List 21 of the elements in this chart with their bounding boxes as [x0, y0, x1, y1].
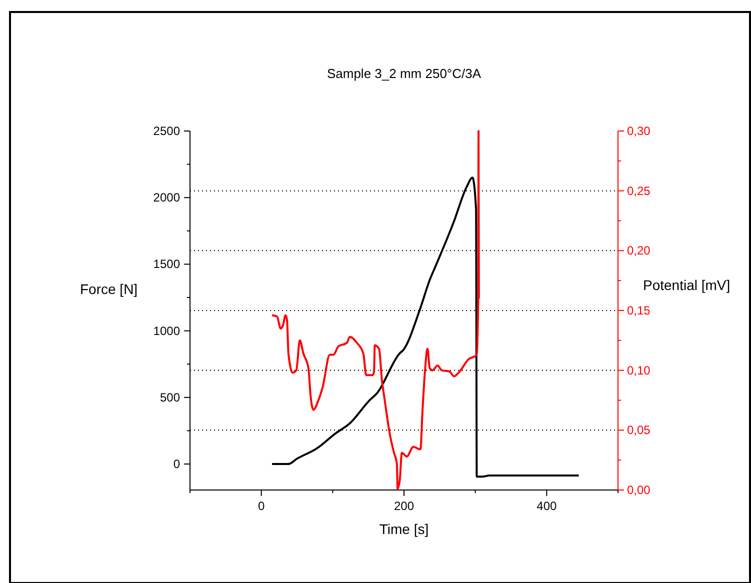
y-tick-label: 2500 — [153, 124, 180, 138]
y2-tick-label: 0,25 — [627, 184, 651, 198]
y2-tick-label: 0,30 — [627, 124, 651, 138]
y-tick-label: 2000 — [153, 190, 180, 205]
y2-tick-label: 0,10 — [627, 363, 651, 378]
x-tick-label: 0 — [258, 499, 265, 513]
y2-tick-label: 0,00 — [627, 483, 651, 497]
x-tick-label: 400 — [536, 499, 557, 513]
x-axis-title: Time [s] — [379, 521, 429, 537]
y-tick-label: 500 — [160, 390, 180, 404]
y-axis-title: Force [N] — [80, 281, 138, 297]
y2-tick-label: 0,05 — [627, 423, 651, 438]
y-tick-label: 0 — [173, 457, 180, 472]
x-tick-label: 200 — [394, 499, 414, 513]
y-tick-label: 1000 — [153, 324, 180, 338]
line-series — [271, 130, 480, 490]
y-tick-label: 1500 — [153, 257, 180, 272]
chart-title: Sample 3_2 mm 250°C/3A — [326, 66, 482, 81]
y2-tick-label: 0,20 — [627, 244, 651, 258]
y2-axis-title: Potential [mV] — [643, 277, 730, 293]
y2-tick-label: 0,15 — [627, 304, 651, 318]
